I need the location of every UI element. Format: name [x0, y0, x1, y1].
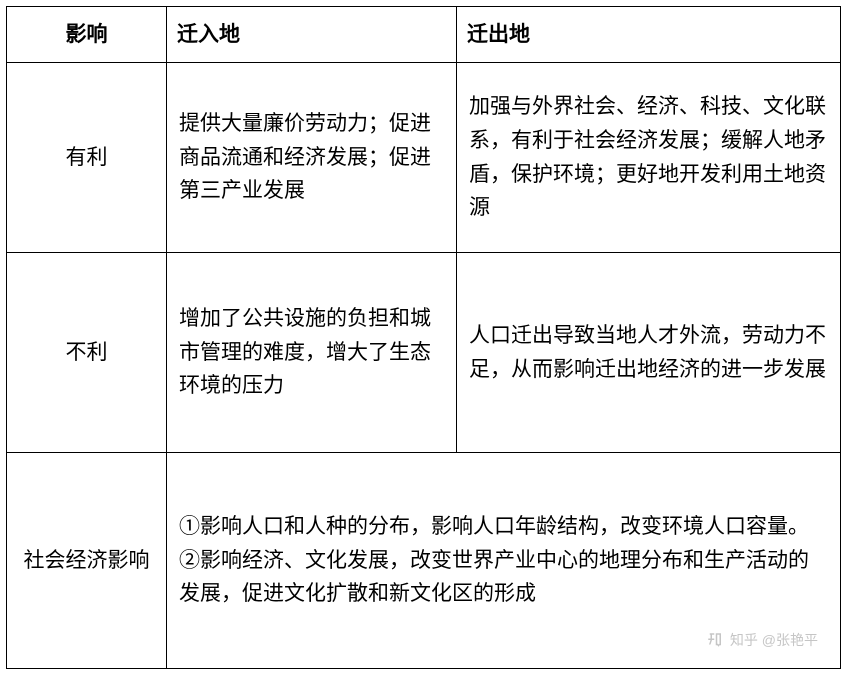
cell-unfavorable-destination: 增加了公共设施的负担和城市管理的难度，增大了生态环境的压力 [167, 253, 457, 453]
table-row: 社会经济影响 ①影响人口和人种的分布，影响人口年龄结构，改变环境人口容量。②影响… [7, 453, 841, 669]
header-destination: 迁入地 [167, 7, 457, 63]
table-row: 有利 提供大量廉价劳动力；促进商品流通和经济发展；促进第三产业发展 加强与外界社… [7, 63, 841, 253]
header-origin: 迁出地 [457, 7, 841, 63]
row-label-socioeconomic: 社会经济影响 [7, 453, 167, 669]
table-row: 不利 增加了公共设施的负担和城市管理的难度，增大了生态环境的压力 人口迁出导致当… [7, 253, 841, 453]
row-label-unfavorable: 不利 [7, 253, 167, 453]
header-impact: 影响 [7, 7, 167, 63]
table-header-row: 影响 迁入地 迁出地 [7, 7, 841, 63]
cell-socioeconomic-merged: ①影响人口和人种的分布，影响人口年龄结构，改变环境人口容量。②影响经济、文化发展… [167, 453, 841, 669]
migration-impact-table: 影响 迁入地 迁出地 有利 提供大量廉价劳动力；促进商品流通和经济发展；促进第三… [6, 6, 841, 669]
cell-unfavorable-origin: 人口迁出导致当地人才外流，劳动力不足，从而影响迁出地经济的进一步发展 [457, 253, 841, 453]
cell-favorable-destination: 提供大量廉价劳动力；促进商品流通和经济发展；促进第三产业发展 [167, 63, 457, 253]
row-label-favorable: 有利 [7, 63, 167, 253]
cell-favorable-origin: 加强与外界社会、经济、科技、文化联系，有利于社会经济发展；缓解人地矛盾，保护环境… [457, 63, 841, 253]
